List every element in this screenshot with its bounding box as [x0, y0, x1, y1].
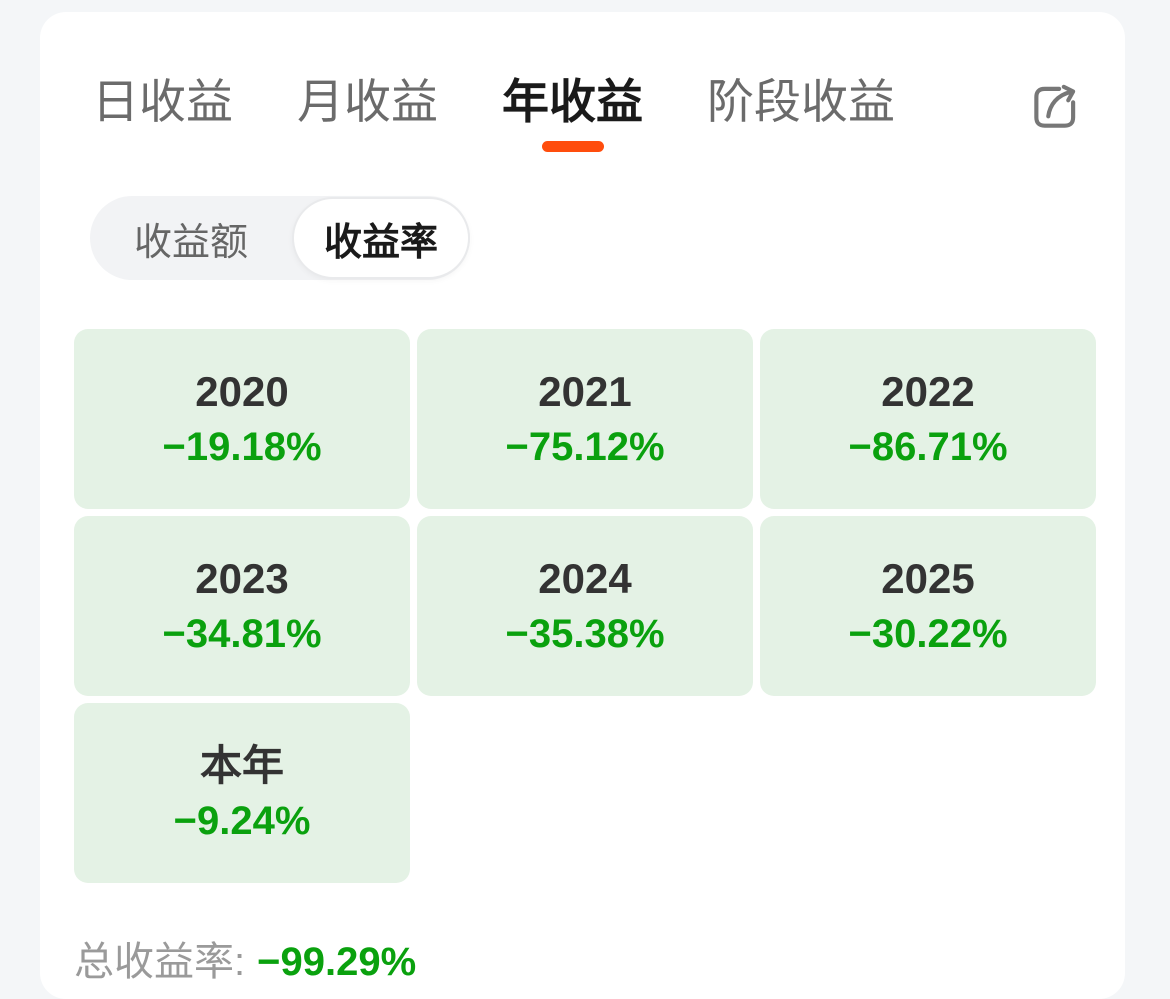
tab-yearly-returns[interactable]: 年收益: [502, 76, 643, 152]
tab-period-returns[interactable]: 阶段收益: [707, 76, 895, 152]
tile-period: 2022: [881, 367, 975, 415]
tile-value: −75.12%: [505, 425, 665, 470]
toggle-return-amount[interactable]: 收益额: [90, 196, 292, 280]
total-return-value: −99.29%: [257, 940, 417, 984]
tile-value: −9.24%: [173, 799, 311, 844]
tab-list: 日收益 月收益 年收益 阶段收益: [92, 76, 895, 152]
returns-tab-bar: 日收益 月收益 年收益 阶段收益: [92, 76, 1096, 152]
tile-period: 2024: [538, 554, 632, 602]
share-button[interactable]: [1026, 78, 1084, 136]
toggle-label: 收益额: [134, 221, 249, 264]
tab-label: 阶段收益: [707, 75, 895, 128]
tab-label: 日收益: [92, 75, 233, 128]
tab-label: 月收益: [297, 75, 438, 128]
returns-panel: 日收益 月收益 年收益 阶段收益: [40, 12, 1125, 999]
tile-value: −35.38%: [505, 612, 665, 657]
return-tile-2025: 2025 −30.22%: [760, 516, 1096, 696]
tile-period: 2021: [538, 367, 632, 415]
return-tile-2023: 2023 −34.81%: [74, 516, 410, 696]
toggle-label: 收益率: [324, 221, 439, 264]
tile-value: −86.71%: [848, 425, 1008, 470]
share-icon: [1034, 84, 1076, 128]
tile-value: −34.81%: [162, 612, 322, 657]
total-return-label: 总收益率:: [74, 940, 246, 984]
tile-period: 2020: [195, 367, 289, 415]
return-tile-2021: 2021 −75.12%: [417, 329, 753, 509]
tile-period: 2023: [195, 554, 289, 602]
tile-value: −19.18%: [162, 425, 322, 470]
tile-period: 2025: [881, 554, 975, 602]
tab-label: 年收益: [502, 75, 643, 128]
return-tile-2024: 2024 −35.38%: [417, 516, 753, 696]
yearly-returns-grid: 2020 −19.18% 2021 −75.12% 2022 −86.71% 2…: [74, 329, 1096, 883]
tab-daily-returns[interactable]: 日收益: [92, 76, 233, 152]
return-tile-current-year: 本年 −9.24%: [74, 703, 410, 883]
tab-monthly-returns[interactable]: 月收益: [297, 76, 438, 152]
active-tab-underline: [541, 141, 604, 152]
total-return-summary: 总收益率: −99.29%: [74, 929, 1096, 987]
return-tile-2022: 2022 −86.71%: [760, 329, 1096, 509]
tile-period: 本年: [199, 741, 284, 789]
return-tile-2020: 2020 −19.18%: [74, 329, 410, 509]
return-type-toggle: 收益额 收益率: [90, 196, 471, 280]
tile-value: −30.22%: [848, 612, 1008, 657]
toggle-return-rate[interactable]: 收益率: [292, 197, 471, 279]
